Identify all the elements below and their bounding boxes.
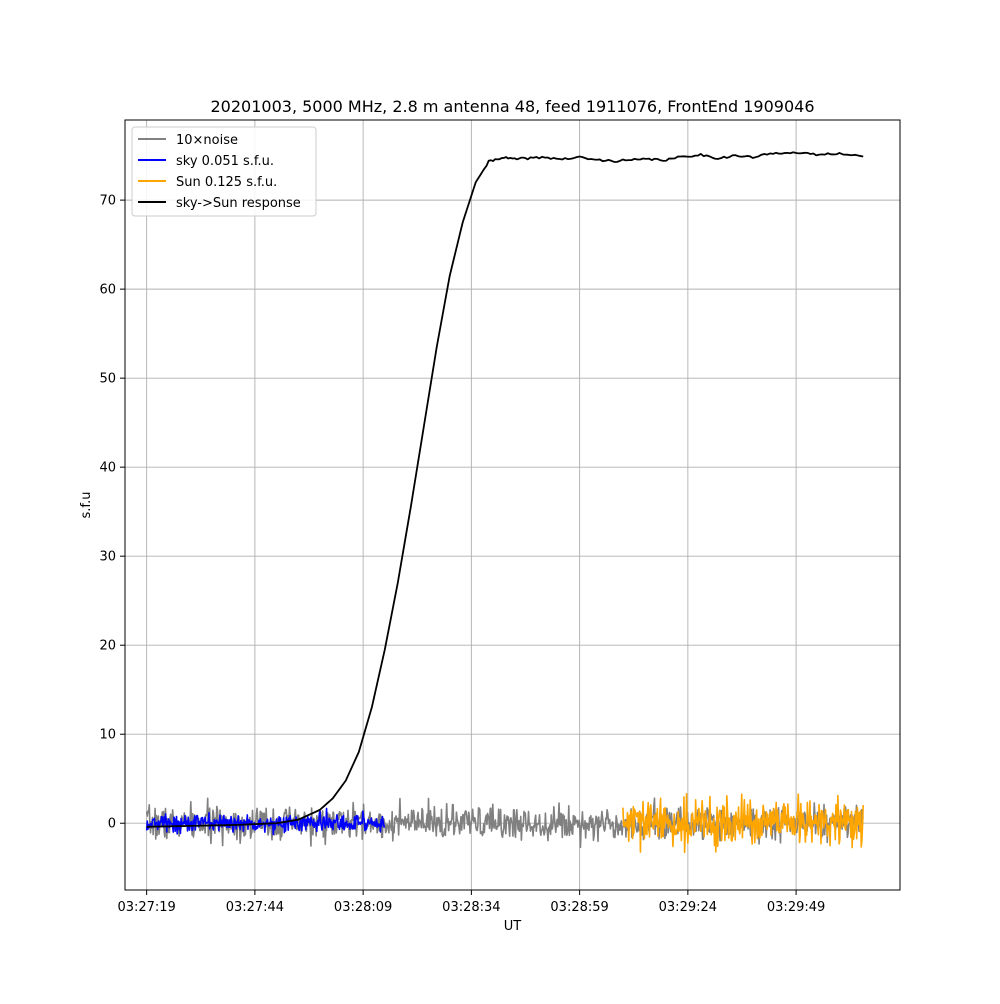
y-tick-label: 10 (99, 728, 116, 743)
y-tick-label: 40 (99, 461, 116, 476)
legend-label-noise: 10×noise (176, 133, 238, 148)
legend-label-response: sky->Sun response (176, 196, 301, 211)
response-series-line (146, 151, 864, 828)
legend-label-sun: Sun 0.125 s.f.u. (176, 175, 277, 190)
chart-title: 20201003, 5000 MHz, 2.8 m antenna 48, fe… (211, 97, 815, 116)
x-tick-label: 03:29:49 (767, 900, 825, 915)
legend-label-sky: sky 0.051 s.f.u. (176, 154, 274, 169)
x-tick-label: 03:28:34 (442, 900, 500, 915)
y-tick-label: 60 (99, 283, 116, 298)
legend-box (131, 126, 317, 217)
y-axis: 0 10 20 30 40 50 60 70 (99, 194, 125, 832)
y-tick-label: 20 (99, 639, 116, 654)
x-tick-label: 03:29:24 (659, 900, 717, 915)
x-tick-label: 03:27:44 (226, 900, 284, 915)
legend: 10×noise sky 0.051 s.f.u. Sun 0.125 s.f.… (131, 126, 317, 217)
series-layer (145, 151, 864, 854)
y-tick-label: 50 (99, 372, 116, 387)
plot-frame (124, 119, 901, 891)
y-axis-label: s.f.u (79, 492, 94, 519)
x-axis-label: UT (504, 919, 522, 934)
x-axis: 03:27:19 03:27:44 03:28:09 03:28:34 03:28:59… (117, 890, 825, 915)
y-tick-label: 70 (99, 194, 116, 209)
x-tick-label: 03:28:59 (550, 900, 608, 915)
x-tick-label: 03:27:19 (117, 900, 175, 915)
y-tick-label: 0 (108, 817, 116, 832)
x-tick-label: 03:28:09 (334, 900, 392, 915)
sun-series-line (622, 793, 864, 854)
y-tick-label: 30 (99, 550, 116, 565)
